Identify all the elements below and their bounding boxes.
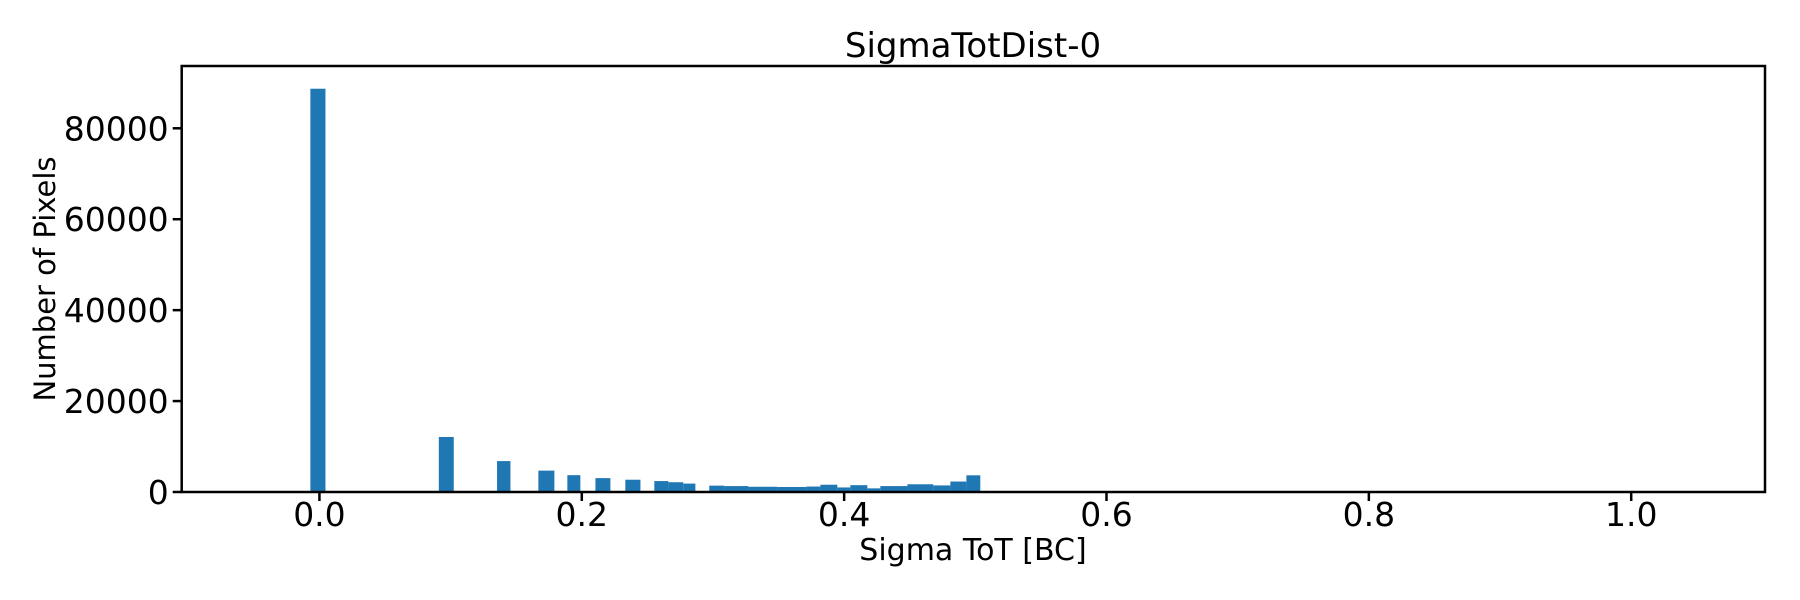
histogram-bar	[933, 485, 951, 492]
histogram-bar	[820, 484, 838, 492]
histogram-bar	[777, 487, 807, 492]
histogram-bar	[438, 436, 454, 492]
histogram-bar	[654, 481, 669, 492]
histogram-bar	[595, 478, 611, 492]
y-tick-label: 0	[148, 473, 169, 512]
plot-spines	[180, 64, 1767, 494]
x-axis-ticks: 0.0 0.2 0.4 0.6 0.8 1.0	[293, 492, 1657, 534]
x-tick-label: 0.8	[1343, 495, 1395, 534]
histogram-bar	[668, 482, 684, 492]
histogram-bar	[724, 486, 749, 492]
histogram-bar	[538, 470, 555, 492]
histogram-bar	[709, 485, 725, 492]
histogram-bar	[850, 485, 868, 492]
x-tick-label: 0.0	[293, 495, 345, 534]
histogram-bar	[867, 488, 881, 492]
y-tick-label: 60000	[64, 200, 169, 239]
histogram-bar	[907, 484, 934, 492]
x-tick-label: 0.6	[1080, 495, 1132, 534]
y-axis-label: Number of Pixels	[28, 156, 62, 401]
chart-title: SigmaTotDist-0	[845, 26, 1101, 66]
plot-border	[180, 64, 1767, 494]
histogram-bar	[683, 483, 696, 492]
histogram-bar	[950, 481, 967, 492]
x-axis-label: Sigma ToT [BC]	[859, 533, 1086, 568]
x-tick-label: 0.2	[556, 495, 608, 534]
histogram-bar	[567, 475, 581, 492]
y-axis-ticks: 0 20000 40000 60000 80000	[64, 109, 182, 512]
x-tick-label: 1.0	[1605, 495, 1657, 534]
y-tick-label: 80000	[64, 109, 169, 148]
x-tick-label: 0.4	[818, 495, 870, 534]
histogram-bar	[880, 486, 908, 492]
histogram-bar	[310, 88, 326, 492]
histogram-bar	[806, 486, 821, 492]
histogram-bar	[966, 475, 981, 492]
y-tick-label: 20000	[64, 382, 169, 421]
histogram-bars	[310, 88, 981, 492]
histogram-bar	[748, 486, 778, 492]
histogram-bar	[837, 487, 851, 492]
histogram-bar	[497, 461, 511, 492]
y-tick-label: 40000	[64, 291, 169, 330]
histogram-bar	[625, 479, 641, 492]
